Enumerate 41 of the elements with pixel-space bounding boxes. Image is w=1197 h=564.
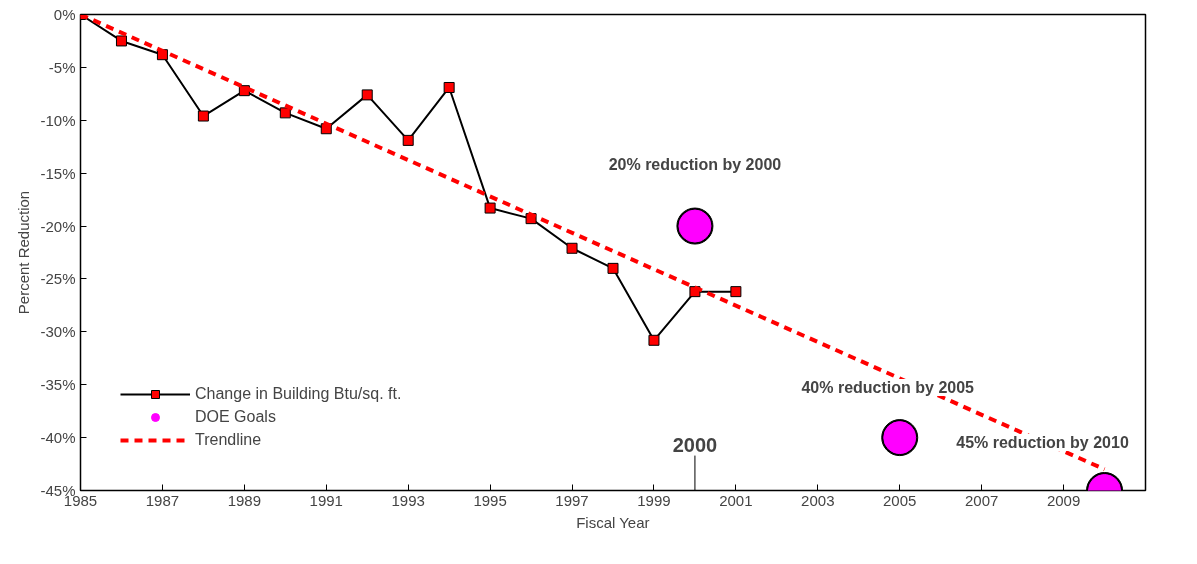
- x-tick-label: 1993: [391, 491, 425, 509]
- y-tick-label: -10%: [40, 111, 76, 129]
- annotation: 45% reduction by 2010: [956, 434, 1129, 451]
- point: [279, 107, 291, 119]
- point: [566, 242, 578, 254]
- point: [197, 110, 209, 122]
- legend-label: DOE Goals: [195, 408, 276, 426]
- y-tick-label: -5%: [48, 58, 76, 76]
- y-tick-label: -30%: [40, 323, 76, 341]
- x-tick-label: 2007: [964, 491, 999, 509]
- x-tick-label: 1999: [637, 491, 671, 509]
- point: [484, 202, 496, 214]
- x-tick-label: 2005: [883, 491, 917, 509]
- x-tick-label: 1995: [473, 491, 507, 509]
- legend-label: Change in Building Btu/sq. ft.: [195, 385, 402, 403]
- ref-line-label: 2000: [672, 434, 718, 457]
- y-tick-label: -35%: [40, 376, 76, 394]
- y-tick-label: -25%: [40, 270, 76, 288]
- x-tick-label: 2001: [719, 491, 753, 509]
- point: [443, 81, 455, 93]
- point: [115, 35, 127, 47]
- point: [402, 134, 414, 146]
- point: [730, 286, 742, 298]
- legend-label: Trendline: [195, 431, 262, 449]
- point: [361, 89, 373, 101]
- y-tick-label: -20%: [40, 217, 76, 235]
- y-axis-title: Percent Reduction: [15, 190, 33, 315]
- x-tick-label: 2009: [1046, 491, 1081, 509]
- x-axis-title: Fiscal Year: [576, 513, 650, 531]
- x-tick-label: 2003: [801, 491, 835, 509]
- x-tick-label: 1991: [309, 491, 343, 509]
- annotation: 40% reduction by 2005: [801, 379, 975, 397]
- annotation: 20% reduction by 2000: [608, 155, 782, 173]
- y-tick-label: -40%: [40, 429, 76, 447]
- x-tick-label: 1989: [227, 491, 262, 509]
- x-tick-label: 1987: [145, 491, 180, 509]
- point: [607, 262, 619, 274]
- x-tick-label: 1997: [555, 491, 589, 509]
- y-tick-label: 0%: [53, 6, 76, 23]
- point: [648, 334, 660, 346]
- y-tick-label: -15%: [40, 164, 76, 182]
